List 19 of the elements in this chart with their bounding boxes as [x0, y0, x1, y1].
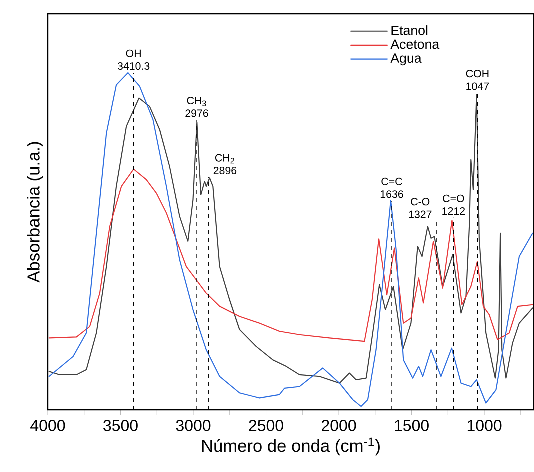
- x-tick-label: 3000: [176, 420, 211, 432]
- y-axis-title: Absorbancia (u.a.): [27, 142, 44, 283]
- annotation: CH$_{2}$ 2896: [214, 154, 237, 175]
- legend-label: Acetona: [390, 40, 440, 50]
- x-tick-label: 3500: [104, 420, 138, 432]
- annotation: COH 1047: [466, 70, 490, 90]
- annotation: C-O 1327: [409, 198, 432, 218]
- annotation: CH$_{3}$ 2976: [186, 97, 208, 118]
- annotation: C=C 1636: [380, 178, 404, 198]
- annotation: C=O 1212: [442, 194, 466, 215]
- x-tick-label: 4000: [30, 420, 66, 432]
- x-tick-label: 1000: [468, 420, 502, 432]
- annotation: OH 3410.3: [118, 50, 150, 70]
- legend-label: Agua: [390, 54, 422, 66]
- x-axis-title: Número de onda (cm$^{-1}$): [202, 438, 380, 456]
- x-tick-label: 2000: [322, 420, 356, 432]
- x-tick-label: 1500: [395, 420, 429, 432]
- x-tick-label: 2500: [249, 420, 284, 432]
- legend-label: Etanol: [392, 26, 428, 36]
